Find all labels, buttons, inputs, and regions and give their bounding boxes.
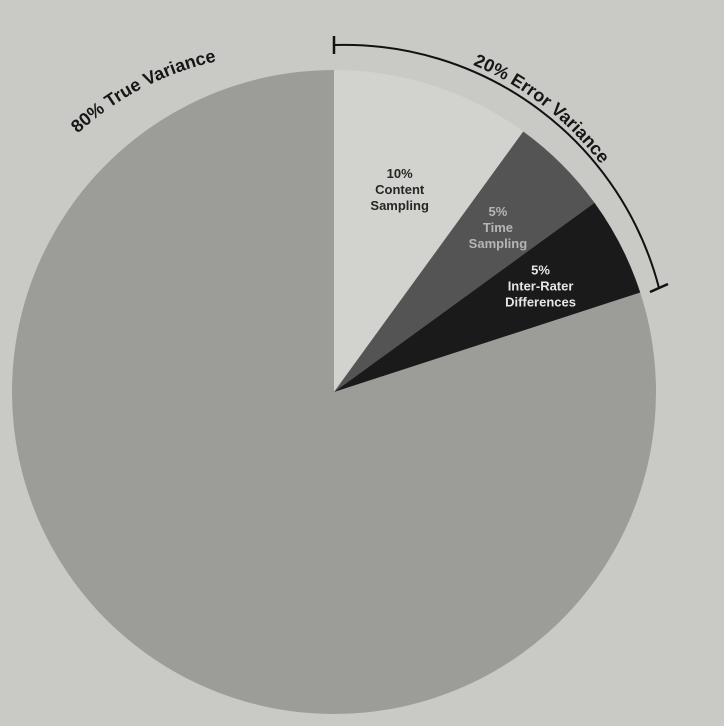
slice-label-line: Differences: [505, 295, 576, 310]
slice-label-line: 5%: [489, 204, 508, 219]
slice-label-line: Sampling: [370, 198, 429, 213]
slice-label-line: Sampling: [469, 236, 528, 251]
slice-label-line: Inter-Rater: [508, 279, 574, 294]
slice-label-line: 5%: [531, 263, 550, 278]
pie-slices: [11, 70, 656, 715]
slice-label-1: 10% Content Sampling: [370, 166, 429, 213]
pie-slice-1: [334, 70, 524, 392]
pie-slice-2: [334, 131, 595, 392]
error-variance-bracket: [333, 43, 660, 289]
slice-label-line: 10%: [387, 166, 413, 181]
slice-label-line: Time: [483, 220, 513, 235]
bracket-end-tick: [649, 282, 669, 294]
pie-slice-3: [334, 202, 641, 392]
slice-label-3: 5% Inter-Rater Differences: [505, 263, 576, 310]
pie-slice-0: [11, 70, 656, 715]
slice-label-2: 5% Time Sampling: [469, 204, 528, 251]
slice-label-line: Content: [375, 182, 425, 197]
